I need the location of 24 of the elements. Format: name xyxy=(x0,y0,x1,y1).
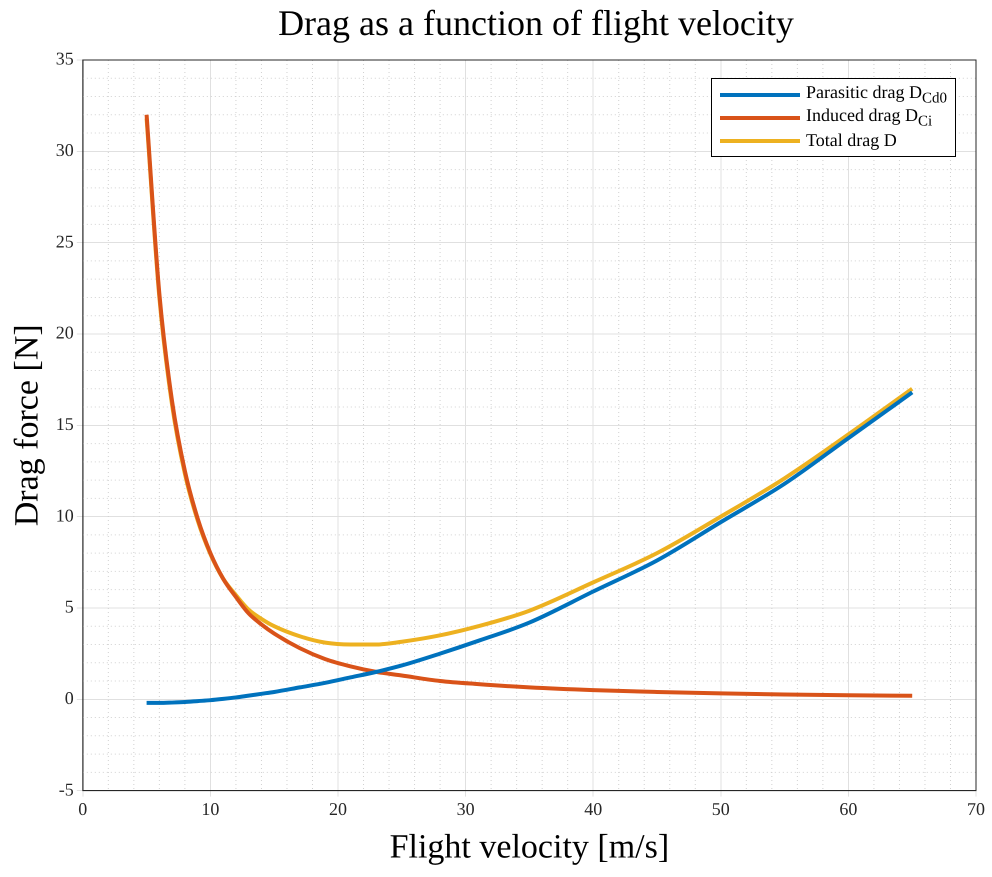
x-axis-title: Flight velocity [m/s] xyxy=(390,828,670,866)
x-tick-label: 20 xyxy=(329,799,347,820)
legend-label: Total drag D xyxy=(806,130,897,151)
y-tick-label: 5 xyxy=(64,596,74,617)
x-tick-label: 60 xyxy=(839,799,858,820)
x-tick-label: 40 xyxy=(584,799,602,820)
y-tick-label: 10 xyxy=(56,505,74,526)
y-tick-label: 35 xyxy=(56,48,74,69)
y-tick-label: -5 xyxy=(58,779,74,800)
x-tick-label: 0 xyxy=(78,799,88,820)
x-tick-label: 50 xyxy=(712,799,730,820)
y-tick-label: 25 xyxy=(56,231,74,252)
y-tick-label: 0 xyxy=(64,688,74,708)
y-tick-label: 15 xyxy=(56,414,74,434)
x-tick-label: 70 xyxy=(967,799,985,820)
y-tick-label: 20 xyxy=(56,322,74,343)
y-tick-label: 30 xyxy=(56,140,74,160)
x-tick-label: 30 xyxy=(456,799,475,820)
x-tick-label: 10 xyxy=(201,799,220,820)
legend-label: Induced drag D$_{Ci}$ xyxy=(806,104,932,130)
line-series xyxy=(144,390,914,705)
chart-title: Drag as a function of flight velocity xyxy=(277,2,795,44)
y-axis-title: Drag force [N] xyxy=(8,324,46,526)
legend-label: Parasitic drag D$_{Cd0}$ xyxy=(806,82,947,106)
